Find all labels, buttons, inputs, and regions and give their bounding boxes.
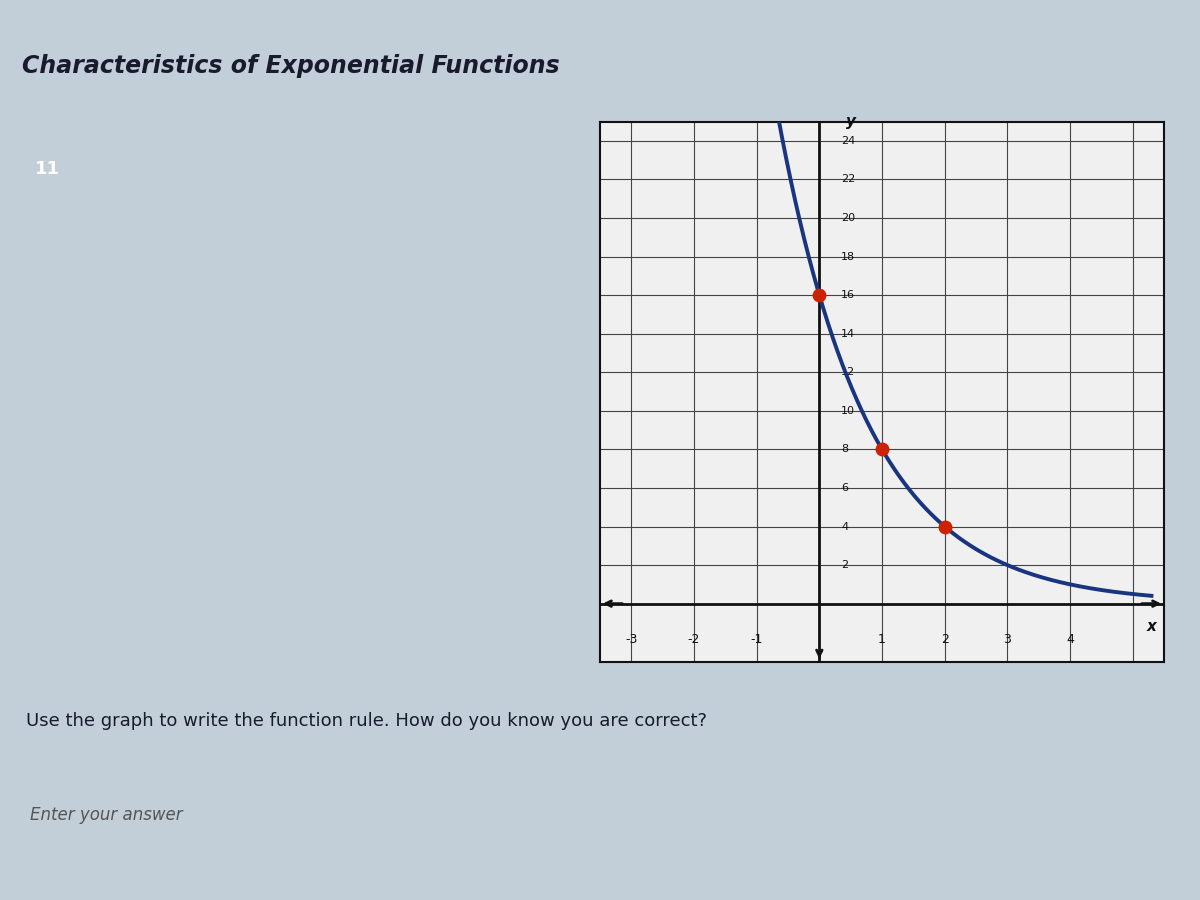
Text: y: y bbox=[846, 114, 856, 129]
Text: 4: 4 bbox=[841, 521, 848, 532]
Text: Use the graph to write the function rule. How do you know you are correct?: Use the graph to write the function rule… bbox=[26, 712, 707, 730]
Text: 4: 4 bbox=[1066, 633, 1074, 645]
Text: 14: 14 bbox=[841, 328, 856, 338]
Text: -1: -1 bbox=[750, 633, 763, 645]
Text: -2: -2 bbox=[688, 633, 700, 645]
Text: 2: 2 bbox=[941, 633, 949, 645]
Text: 18: 18 bbox=[841, 251, 856, 262]
Text: 10: 10 bbox=[841, 406, 856, 416]
Text: 22: 22 bbox=[841, 175, 856, 184]
Text: 11: 11 bbox=[35, 160, 60, 178]
Text: 24: 24 bbox=[841, 136, 856, 146]
Text: 6: 6 bbox=[841, 483, 848, 493]
Text: x: x bbox=[1146, 619, 1157, 634]
Text: 8: 8 bbox=[841, 445, 848, 455]
Text: 3: 3 bbox=[1003, 633, 1012, 645]
Text: 16: 16 bbox=[841, 290, 856, 300]
Text: Characteristics of Exponential Functions: Characteristics of Exponential Functions bbox=[22, 54, 559, 78]
Text: 12: 12 bbox=[841, 367, 856, 377]
Text: Enter your answer: Enter your answer bbox=[30, 806, 182, 824]
Text: 20: 20 bbox=[841, 213, 856, 223]
Text: 2: 2 bbox=[841, 560, 848, 570]
Text: 1: 1 bbox=[878, 633, 886, 645]
Text: -3: -3 bbox=[625, 633, 637, 645]
